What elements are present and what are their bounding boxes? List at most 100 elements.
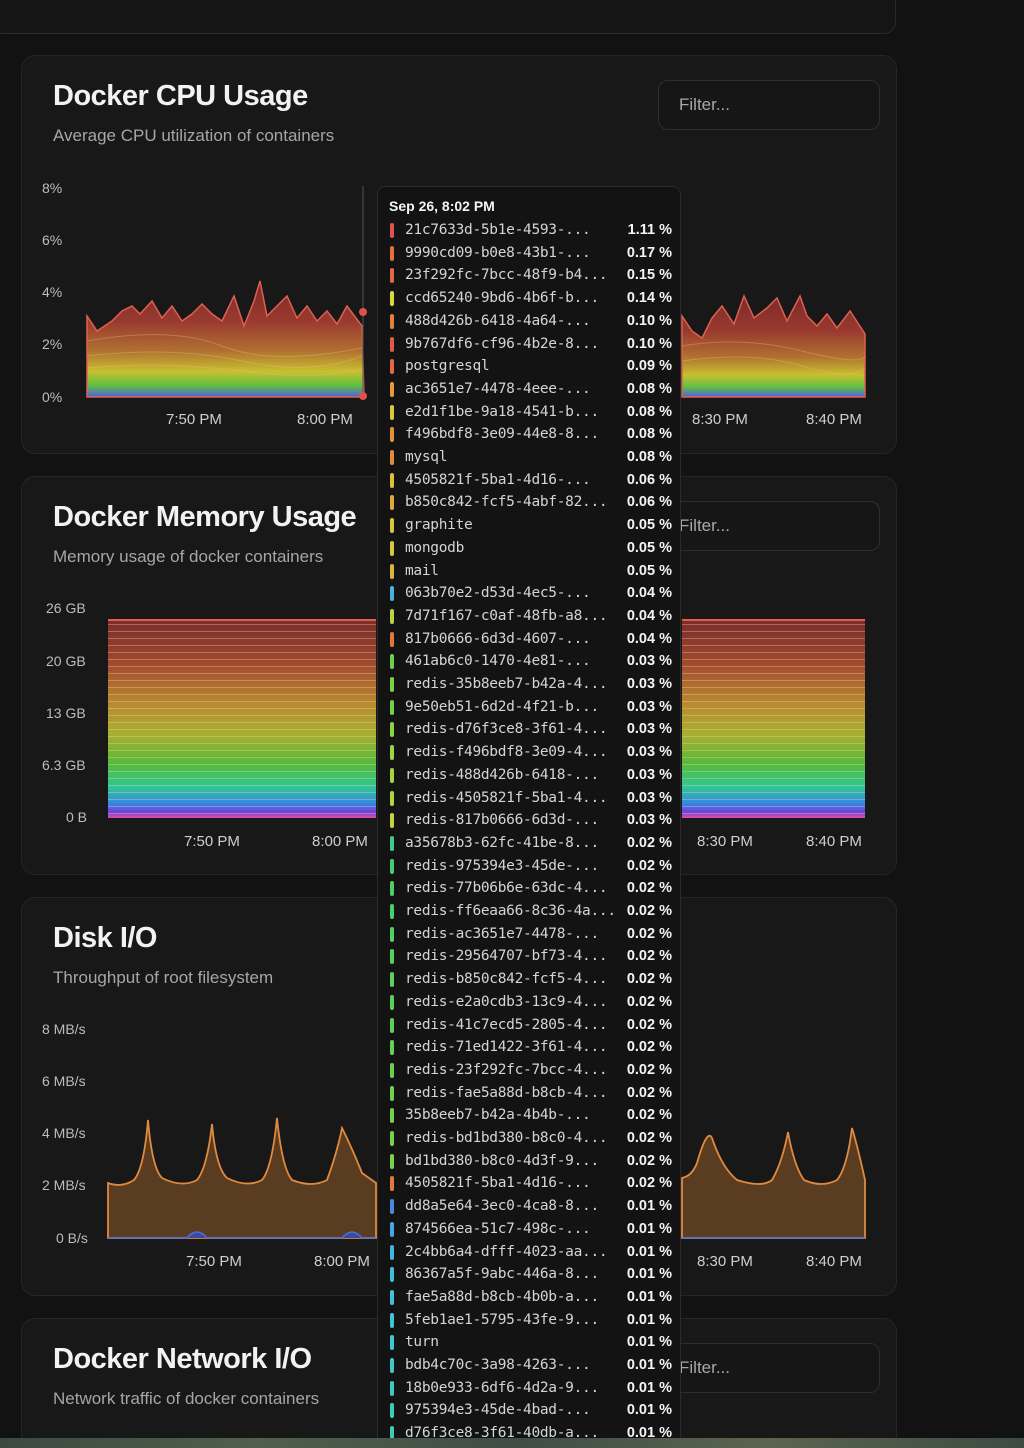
series-value: 0.02 % <box>626 1039 672 1056</box>
tooltip-row: redis-f496bdf8-3e09-4... 0.03 % <box>390 742 672 764</box>
series-name: redis-f496bdf8-3e09-4... <box>405 744 608 761</box>
series-value: 0.04 % <box>626 630 672 647</box>
series-value: 0.02 % <box>626 1061 672 1078</box>
series-color-swatch <box>390 1199 394 1215</box>
cpu-chart: 8% 6% 4% 2% 0% 7:50 PM 8:00 PM 8:30 PM 8… <box>42 180 866 428</box>
tooltip-row: 35b8eeb7-b42a-4b4b-... 0.02 % <box>390 1105 672 1127</box>
cpu-area-left <box>86 280 365 398</box>
series-color-swatch <box>390 1153 394 1169</box>
cpu-filter-input[interactable] <box>658 80 880 130</box>
series-name: 7d71f167-c0af-48fb-a8... <box>405 607 608 624</box>
series-name: redis-975394e3-45de-... <box>405 857 599 874</box>
series-color-swatch <box>390 1221 394 1237</box>
series-name: mysql <box>405 449 448 465</box>
series-name: dd8a5e64-3ec0-4ca8-8... <box>405 1198 599 1215</box>
series-color-swatch <box>390 495 394 511</box>
memory-lines-right <box>682 620 865 818</box>
memory-ytick: 26 GB <box>46 600 86 616</box>
series-name: redis-fae5a88d-b8cb-4... <box>405 1084 608 1101</box>
series-value: 0.04 % <box>626 607 672 624</box>
series-name: redis-4505821f-5ba1-4... <box>405 789 608 806</box>
series-color-swatch <box>390 1176 394 1192</box>
tooltip-row: ac3651e7-4478-4eee-... 0.08 % <box>390 379 672 401</box>
series-color-swatch <box>390 631 394 647</box>
series-name: redis-29564707-bf73-4... <box>405 948 608 965</box>
series-name: redis-35b8eeb7-b42a-4... <box>405 676 608 692</box>
series-value: 0.02 % <box>626 903 672 919</box>
disk-ytick: 0 B/s <box>56 1230 88 1246</box>
memory-subtitle: Memory usage of docker containers <box>53 547 324 566</box>
memory-ytick: 6.3 GB <box>42 757 86 773</box>
series-color-swatch <box>390 608 394 624</box>
tooltip-row: 2c4bb6a4-dfff-4023-aa... 0.01 % <box>390 1242 672 1264</box>
tooltip-row: 9990cd09-b0e8-43b1-... 0.17 % <box>390 243 672 265</box>
series-value: 0.02 % <box>626 1107 672 1124</box>
memory-filter-input[interactable] <box>658 501 880 551</box>
series-value: 0.10 % <box>626 312 672 329</box>
series-color-swatch <box>390 1244 394 1260</box>
series-value: 0.08 % <box>626 449 672 465</box>
tooltip-row: 86367a5f-9abc-446a-8... 0.01 % <box>390 1264 672 1286</box>
series-color-swatch <box>390 745 394 761</box>
cpu-ytick: 2% <box>42 336 62 352</box>
series-color-swatch <box>390 1062 394 1078</box>
disk-write-series <box>108 1231 376 1239</box>
desktop-strip <box>0 1438 1024 1448</box>
series-name: fae5a88d-b8cb-4b0b-a... <box>405 1288 599 1305</box>
series-name: 461ab6c0-1470-4e81-... <box>405 653 591 670</box>
series-color-swatch <box>390 972 394 988</box>
tooltip-row: 4505821f-5ba1-4d16-... 0.02 % <box>390 1173 672 1195</box>
series-value: 0.02 % <box>626 971 672 988</box>
cpu-hover-point <box>359 308 367 316</box>
cpu-xtick: 7:50 PM <box>166 411 222 428</box>
cpu-ytick: 0% <box>42 389 62 405</box>
tooltip-row: redis-29564707-bf73-4... 0.02 % <box>390 946 672 968</box>
series-color-swatch <box>390 677 394 692</box>
series-name: redis-41c7ecd5-2805-4... <box>405 1016 608 1033</box>
series-value: 0.15 % <box>626 267 672 284</box>
memory-xtick: 7:50 PM <box>184 833 240 850</box>
series-name: redis-d76f3ce8-3f61-4... <box>405 721 608 738</box>
series-color-swatch <box>390 949 394 965</box>
series-value: 0.02 % <box>626 834 672 851</box>
tooltip-row: 488d426b-6418-4a64-... 0.10 % <box>390 311 672 333</box>
network-filter-input[interactable] <box>658 1343 880 1393</box>
tooltip-row: f496bdf8-3e09-44e8-8... 0.08 % <box>390 424 672 446</box>
series-value: 0.01 % <box>626 1425 672 1442</box>
series-color-swatch <box>390 699 394 715</box>
series-name: f496bdf8-3e09-44e8-8... <box>405 426 599 443</box>
series-color-swatch <box>390 1335 394 1351</box>
tooltip-row: mail 0.05 % <box>390 561 672 583</box>
series-value: 0.01 % <box>626 1243 672 1260</box>
series-color-swatch <box>390 313 394 329</box>
series-name: 23f292fc-7bcc-48f9-b4... <box>405 267 608 284</box>
series-name: redis-71ed1422-3f61-4... <box>405 1039 608 1056</box>
tooltip-row: 874566ea-51c7-498c-... 0.01 % <box>390 1219 672 1241</box>
series-value: 0.04 % <box>626 585 672 602</box>
series-value: 0.02 % <box>626 880 672 897</box>
cpu-xtick: 8:40 PM <box>806 411 862 428</box>
tooltip-row: 817b0666-6d3d-4607-... 0.04 % <box>390 629 672 651</box>
series-color-swatch <box>390 1426 394 1442</box>
series-name: ccd65240-9bd6-4b6f-b... <box>405 290 599 307</box>
tooltip-row: redis-71ed1422-3f61-4... 0.02 % <box>390 1037 672 1059</box>
disk-chart: 8 MB/s 6 MB/s 4 MB/s 2 MB/s 0 B/s 7:50 P… <box>42 1021 866 1270</box>
series-name: redis-bd1bd380-b8c0-4... <box>405 1130 608 1146</box>
tooltip-row: redis-d76f3ce8-3f61-4... 0.03 % <box>390 719 672 741</box>
series-value: 0.08 % <box>626 403 672 420</box>
series-value: 0.01 % <box>626 1357 672 1373</box>
tooltip-row: dd8a5e64-3ec0-4ca8-8... 0.01 % <box>390 1196 672 1218</box>
tooltip-row: bd1bd380-b8c0-4d3f-9... 0.02 % <box>390 1151 672 1173</box>
series-value: 0.02 % <box>626 1152 672 1169</box>
tooltip-row: ccd65240-9bd6-4b6f-b... 0.14 % <box>390 288 672 310</box>
tooltip-row: redis-41c7ecd5-2805-4... 0.02 % <box>390 1015 672 1037</box>
series-value: 0.09 % <box>626 358 672 375</box>
tooltip-row: mysql 0.08 % <box>390 447 672 469</box>
series-value: 0.01 % <box>626 1334 672 1351</box>
series-name: redis-817b0666-6d3d-... <box>405 812 599 829</box>
series-value: 0.10 % <box>626 335 672 352</box>
tooltip-row: redis-4505821f-5ba1-4... 0.03 % <box>390 788 672 810</box>
tooltip-row: redis-ac3651e7-4478-... 0.02 % <box>390 924 672 946</box>
series-name: d76f3ce8-3f61-40db-a... <box>405 1425 599 1442</box>
cpu-subtitle: Average CPU utilization of containers <box>53 126 335 145</box>
